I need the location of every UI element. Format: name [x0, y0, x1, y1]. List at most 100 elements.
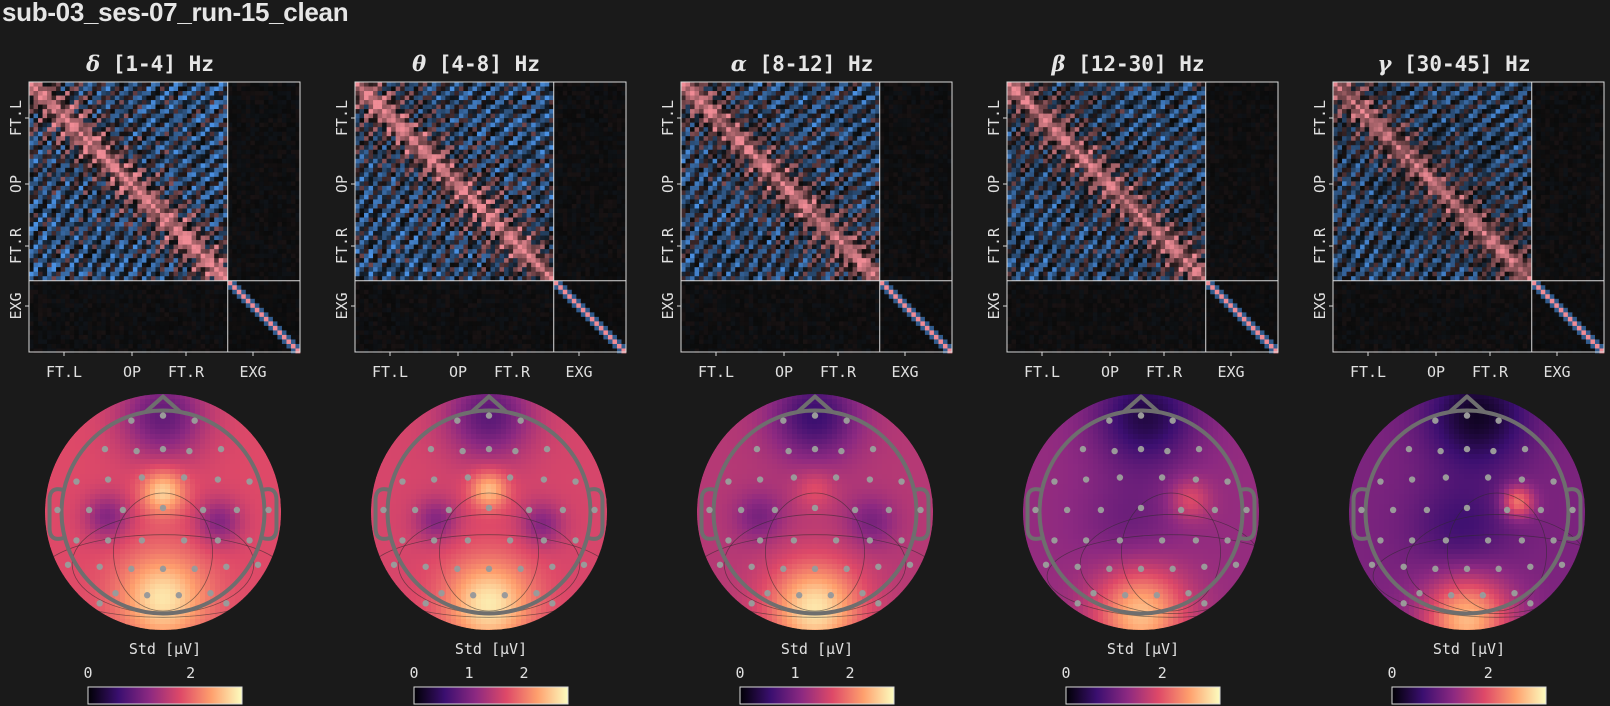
matrix-cell — [87, 212, 93, 218]
matrix-cell — [105, 231, 111, 236]
matrix-cell — [214, 294, 220, 300]
matrix-cell — [65, 267, 70, 273]
matrix-cell — [476, 158, 482, 164]
matrix-cell — [245, 321, 251, 327]
matrix-cell — [272, 158, 278, 164]
matrix-cell — [386, 109, 392, 114]
matrix-cell — [42, 190, 48, 196]
matrix-cell — [159, 303, 165, 309]
matrix-cell — [241, 91, 247, 96]
matrix-cell — [241, 145, 247, 151]
matrix-cell — [290, 289, 296, 295]
matrix-cell — [83, 271, 89, 277]
matrix-cell — [476, 100, 482, 105]
matrix-cell — [463, 163, 469, 169]
matrix-cell — [196, 244, 201, 250]
matrix-cell — [290, 140, 296, 146]
matrix-cell — [92, 100, 98, 105]
matrix-cell — [513, 131, 518, 137]
matrix-cell — [69, 127, 75, 133]
matrix-cell — [159, 298, 165, 304]
matrix-cell — [92, 167, 98, 173]
matrix-cell — [214, 199, 220, 205]
matrix-cell — [74, 82, 80, 87]
matrix-cell — [580, 145, 586, 151]
matrix-cell — [277, 325, 283, 331]
matrix-cell — [110, 167, 116, 173]
matrix-cell — [472, 149, 478, 155]
matrix-cell — [38, 158, 43, 164]
matrix-cell — [105, 176, 111, 182]
y-tick-label: FT.L — [7, 100, 25, 136]
matrix-cell — [277, 330, 283, 336]
matrix-cell — [250, 240, 256, 245]
matrix-cell — [223, 348, 229, 354]
matrix-cell — [531, 118, 537, 123]
matrix-cell — [404, 136, 410, 142]
matrix-cell — [272, 140, 278, 146]
matrix-cell — [150, 325, 156, 331]
matrix-cell — [141, 226, 147, 232]
matrix-cell — [490, 100, 496, 105]
matrix-cell — [150, 100, 156, 105]
matrix-cell — [105, 194, 111, 200]
matrix-cell — [33, 339, 39, 345]
matrix-cell — [227, 140, 233, 146]
matrix-cell — [286, 312, 292, 318]
matrix-cell — [391, 91, 396, 96]
matrix-cell — [123, 343, 129, 349]
matrix-cell — [123, 240, 129, 245]
matrix-cell — [29, 235, 34, 241]
matrix-cell — [182, 100, 188, 105]
matrix-cell — [490, 118, 496, 123]
matrix-cell — [594, 127, 600, 133]
matrix-cell — [38, 258, 43, 264]
matrix-cell — [155, 149, 161, 155]
matrix-cell — [132, 280, 138, 286]
matrix-cell — [499, 163, 505, 169]
matrix-cell — [241, 212, 247, 218]
matrix-cell — [141, 235, 147, 241]
matrix-cell — [178, 127, 183, 133]
matrix-cell — [290, 203, 296, 209]
matrix-cell — [114, 158, 120, 164]
matrix-cell — [29, 330, 34, 336]
matrix-cell — [281, 149, 287, 155]
matrix-cell — [110, 176, 116, 182]
matrix-cell — [56, 109, 61, 114]
matrix-cell — [92, 226, 98, 232]
matrix-cell — [114, 163, 120, 169]
matrix-cell — [83, 298, 89, 304]
matrix-cell — [196, 321, 201, 327]
matrix-cell — [164, 118, 170, 123]
matrix-cell — [169, 145, 174, 151]
matrix-cell — [277, 181, 283, 187]
matrix-cell — [254, 136, 260, 142]
matrix-cell — [74, 86, 80, 92]
matrix-cell — [169, 285, 174, 291]
matrix-cell — [182, 140, 188, 146]
matrix-cell — [74, 294, 80, 300]
matrix-cell — [78, 339, 84, 345]
matrix-cell — [404, 127, 410, 133]
matrix-cell — [526, 104, 532, 110]
matrix-cell — [123, 271, 129, 277]
matrix-cell — [110, 312, 116, 318]
matrix-cell — [268, 298, 274, 304]
matrix-cell — [78, 231, 84, 236]
matrix-cell — [164, 334, 170, 340]
matrix-cell — [422, 154, 428, 160]
matrix-cell — [65, 109, 70, 114]
matrix-cell — [47, 118, 52, 123]
matrix-cell — [114, 190, 120, 196]
matrix-cell — [373, 113, 378, 119]
matrix-cell — [182, 172, 188, 178]
matrix-cell — [232, 294, 238, 300]
matrix-cell — [178, 86, 183, 92]
matrix-cell — [463, 131, 469, 137]
matrix-cell — [150, 190, 156, 196]
matrix-cell — [227, 348, 233, 354]
matrix-cell — [60, 190, 66, 196]
matrix-cell — [268, 316, 274, 322]
matrix-cell — [281, 95, 287, 101]
